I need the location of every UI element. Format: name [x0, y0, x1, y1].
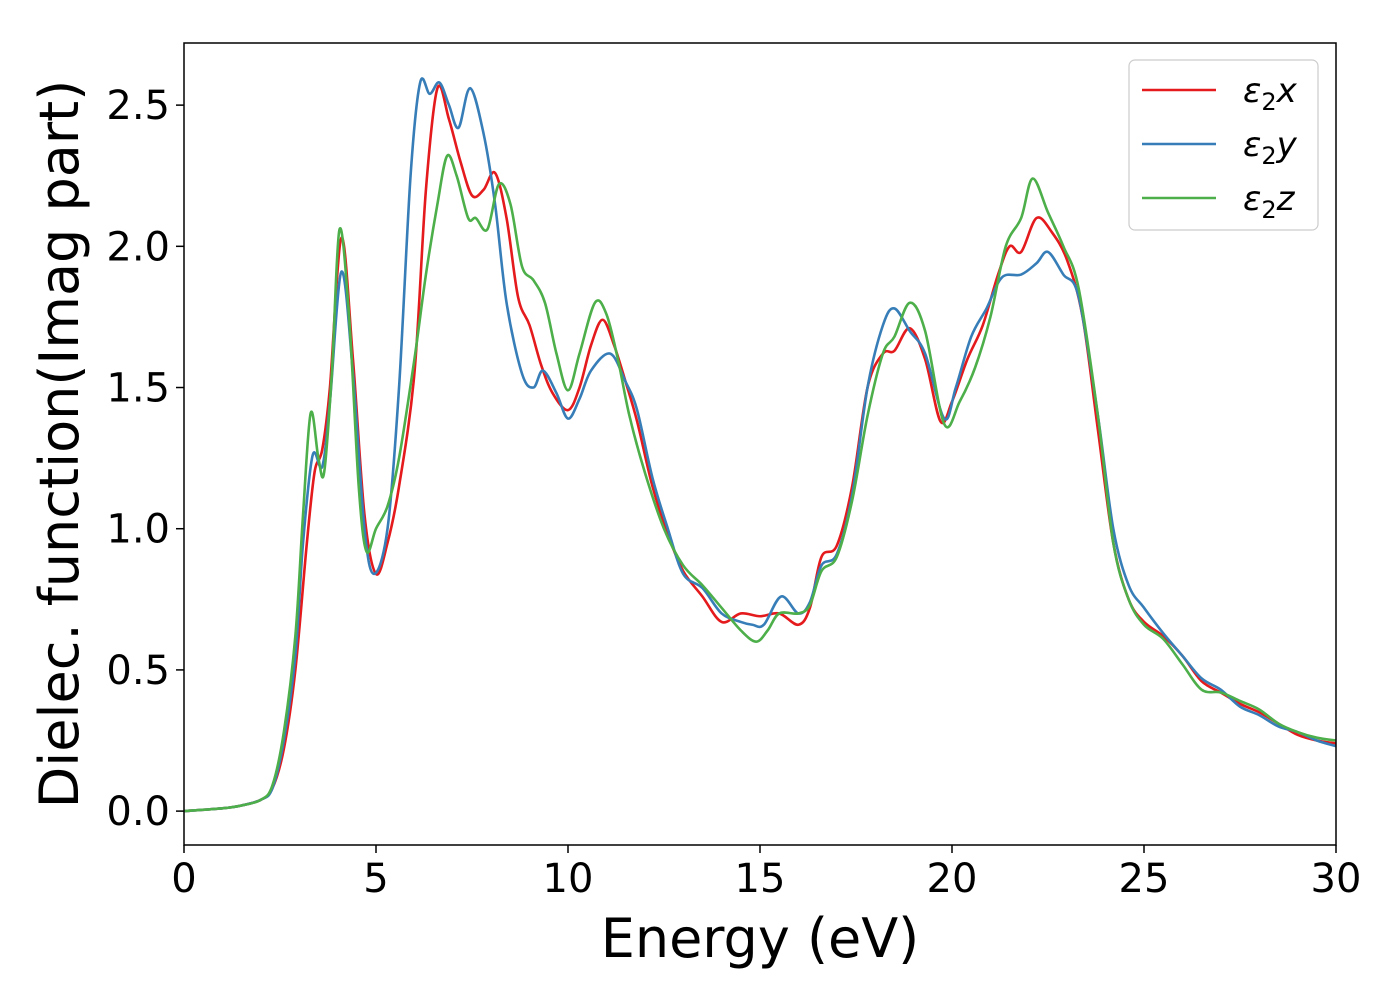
x-tick-label: 10 — [543, 856, 594, 902]
legend-label-base: ε — [1243, 71, 1261, 111]
series-line-z — [184, 153, 1336, 813]
x-axis-label: Energy (eV) — [601, 907, 920, 970]
x-tick-label: 15 — [735, 856, 786, 902]
legend-box — [1128, 59, 1319, 231]
legend-label-subscript: 2 — [1261, 88, 1276, 116]
legend-label-subscript: 2 — [1261, 142, 1276, 170]
y-tick-label: 1.5 — [106, 366, 170, 412]
legend-label-variable: z — [1276, 179, 1296, 219]
y-tick-label: 0.5 — [106, 648, 170, 694]
y-tick-label: 2.5 — [106, 83, 170, 129]
legend-label-variable: x — [1276, 71, 1298, 111]
x-tick-label: 25 — [1119, 856, 1170, 902]
legend-label-base: ε — [1243, 125, 1261, 165]
legend-label-base: ε — [1243, 179, 1261, 219]
legend-label-variable: y — [1276, 125, 1298, 165]
series-layer — [184, 77, 1336, 813]
y-tick-label: 2.0 — [106, 224, 170, 270]
x-tick-label: 20 — [927, 856, 978, 902]
legend-label-z: ε2z — [1243, 179, 1296, 224]
legend-label-x: ε2x — [1243, 71, 1298, 116]
x-tick-label: 30 — [1311, 856, 1362, 902]
x-tick-label: 0 — [171, 856, 196, 902]
legend-label-y: ε2y — [1243, 125, 1298, 170]
x-axis: 0 5 10 15 20 25 30 — [171, 845, 1361, 902]
legend-label-subscript: 2 — [1261, 196, 1276, 224]
y-axis: 0.0 0.5 1.0 1.5 2.0 2.5 — [106, 83, 184, 835]
x-tick-label: 5 — [363, 856, 388, 902]
y-tick-label: 1.0 — [106, 507, 170, 553]
y-tick-label: 0.0 — [106, 789, 170, 835]
y-axis-label: Dielec. function(Imag part) — [28, 80, 91, 809]
